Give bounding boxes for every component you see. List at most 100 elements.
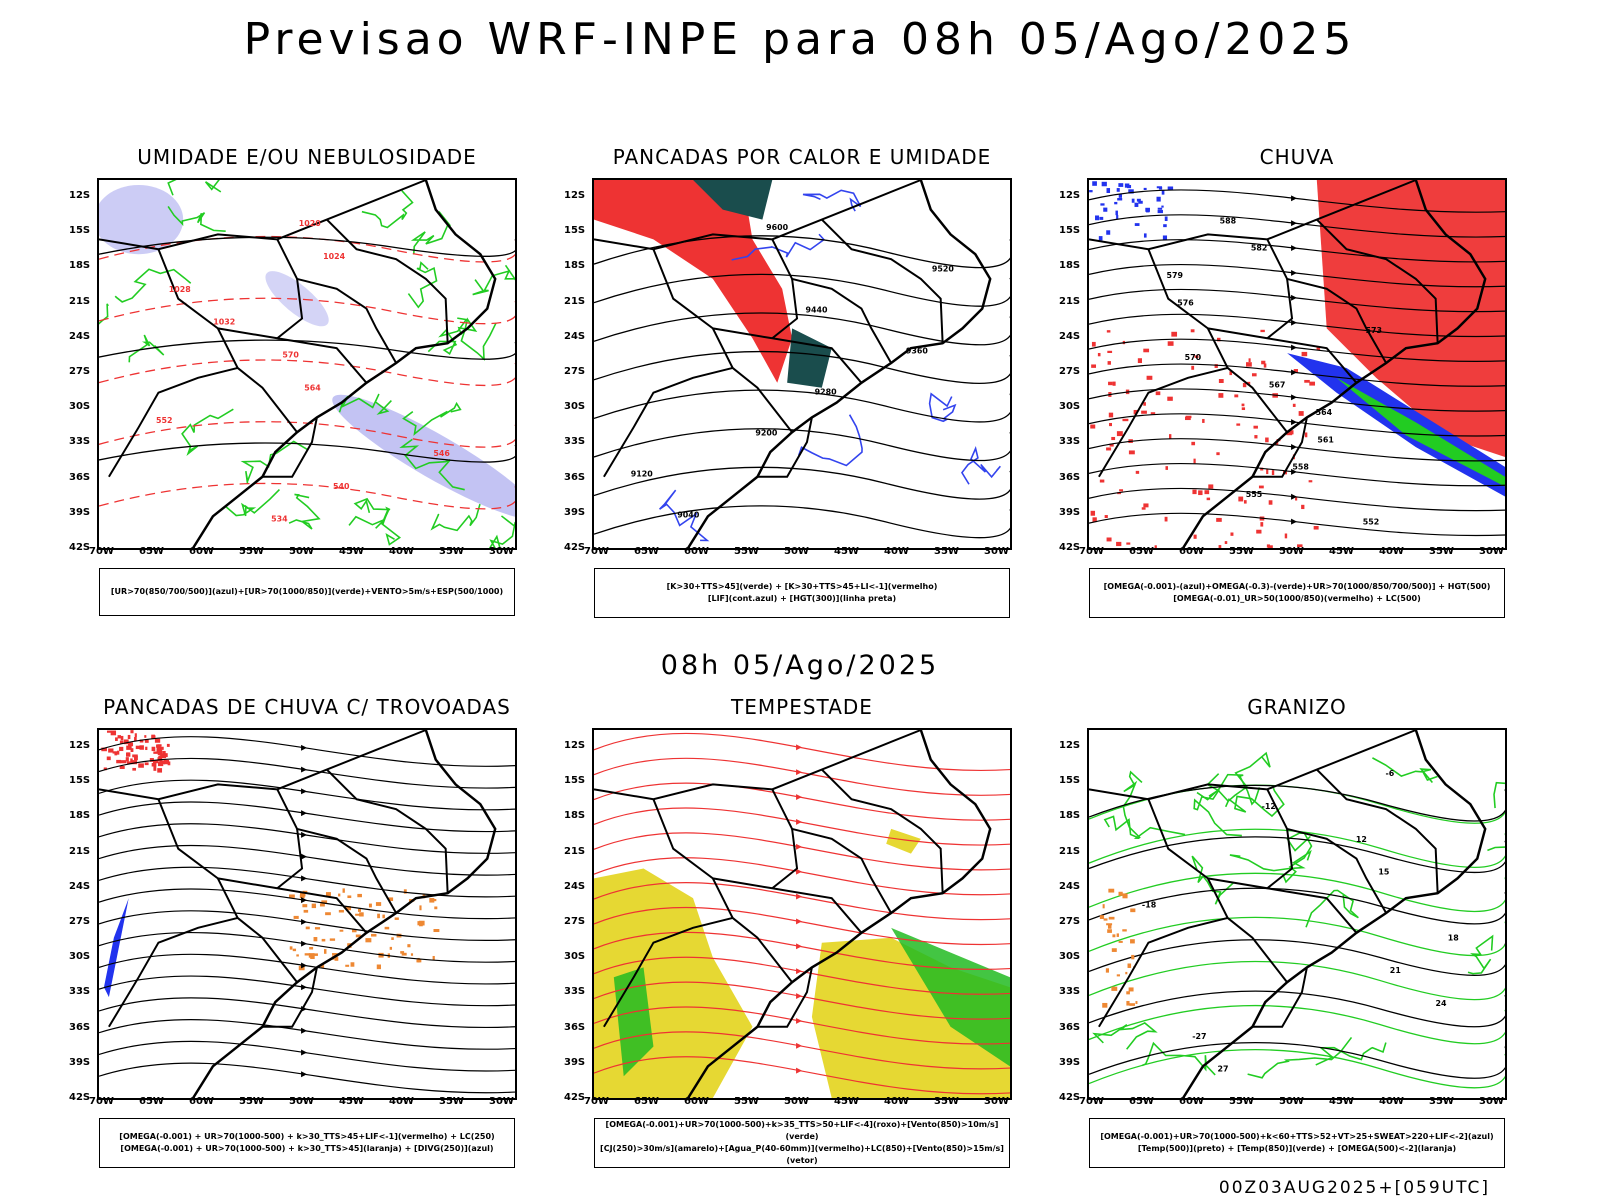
valid-time-title: 08h 05/Ago/2025 [660,650,940,681]
lat-tick-label: 21S [69,295,91,307]
lat-tick-label: 42S [69,1092,91,1103]
lat-tick-label: 36S [69,1021,91,1033]
contour-label: 1024 [323,252,346,261]
contour-label: 570 [282,350,299,359]
legend-box: [K>30+TTS>45](verde) + [K>30+TTS>45+LI<-… [594,568,1010,618]
lon-tick-label: 35W [934,1096,959,1107]
lat-tick-label: 39S [564,506,586,518]
lon-tick-label: 45W [339,546,364,557]
contour-label: 9600 [766,223,789,232]
contour-label: 9360 [906,346,929,355]
lon-tick-label: 55W [239,1096,264,1107]
lat-tick-label: 24S [1059,330,1081,342]
lon-tick-label: 65W [634,546,659,557]
lon-tick-label: 30W [489,1096,514,1107]
contour-label: 15 [1378,868,1389,877]
contour-label: 21 [1390,966,1401,975]
legend-line: [K>30+TTS>45](verde) + [K>30+TTS>45+LI<-… [666,582,938,591]
map-canvas: -6 -12 12 15 -18 18 21 24 -27 27 [1089,730,1505,1098]
lat-tick-label: 39S [69,506,91,518]
contour-label: 1020 [299,219,322,228]
lat-tick-label: 33S [1059,436,1081,448]
contour-label: 552 [1363,517,1380,526]
contour-label: 9040 [677,511,700,520]
lat-tick-label: 12S [564,190,586,201]
contour-label: 12 [1356,835,1367,844]
contour-label: 570 [1185,353,1202,362]
lat-tick-label: 12S [564,740,586,751]
lat-tick-label: 39S [69,1056,91,1068]
lat-tick-label: 15S [1059,225,1081,237]
lat-tick-label: 33S [1059,986,1081,998]
panel-title: PANCADAS DE CHUVA C/ TROVOADAS [103,695,511,719]
lat-tick-label: 27S [564,366,586,377]
lon-tick-label: 35W [934,546,959,557]
lat-tick-label: 24S [69,330,91,342]
contour-label: 540 [333,482,350,491]
lon-tick-label: 60W [1179,1096,1204,1107]
lon-tick-label: 60W [1179,546,1204,557]
legend-box: [OMEGA(-0.001)-(azul)+OMEGA(-0.3)-(verde… [1089,568,1505,618]
contour-label: 1028 [169,285,192,294]
map-panel: 9600 9520 9440 9360 9280 9200 9120 9040 [592,178,1012,550]
lon-tick-label: 45W [1329,546,1354,557]
contour-label: -27 [1192,1032,1206,1041]
contour-label: 546 [433,449,450,458]
lon-tick-label: 50W [784,546,809,557]
lon-tick-label: 30W [489,546,514,557]
lat-tick-label: 42S [69,542,91,553]
lat-tick-label: 39S [1059,506,1081,518]
contour-label: -12 [1262,802,1276,811]
map-canvas: 9600 9520 9440 9360 9280 9200 9120 9040 [594,180,1010,548]
lat-tick-label: 18S [1059,260,1081,272]
lat-tick-label: 39S [1059,1056,1081,1068]
contour-label: 534 [271,515,288,524]
map-panel: 1020 1024 1028 1032 570 564 552 546 540 534 [97,178,517,550]
lat-tick-label: 30S [1059,951,1081,963]
lon-tick-label: 45W [1329,1096,1354,1107]
legend-line: [OMEGA(-0.001)-(azul)+OMEGA(-0.3)-(verde… [1103,582,1491,591]
lon-tick-label: 35W [439,546,464,557]
legend-box: [OMEGA(-0.001)+UR>70(1000-500)+k<60+TTS>… [1089,1118,1505,1168]
lon-tick-label: 55W [734,1096,759,1107]
lat-tick-label: 33S [69,986,91,998]
lon-tick-label: 70W [584,546,609,557]
lat-tick-label: 30S [564,951,586,963]
contour-label: -18 [1142,900,1157,909]
legend-line: [OMEGA(-0.01)_UR>50(1000/850)(vermelho) … [1173,594,1421,603]
legend-line: [OMEGA(-0.001)+UR>70(1000-500)+k>35_TTS>… [605,1120,999,1141]
lon-tick-label: 65W [1129,546,1154,557]
lon-tick-label: 40W [884,546,909,557]
legend-line: [UR>70(850/700/500)](azul)+[UR>70(1000/8… [110,587,504,596]
legend-line: [LIF](cont.azul) + [HGT(300)](linha pret… [707,594,897,603]
lon-tick-label: 65W [634,1096,659,1107]
lat-tick-label: 33S [564,986,586,998]
lon-tick-label: 50W [1279,1096,1304,1107]
panel-title: PANCADAS POR CALOR E UMIDADE [612,145,992,169]
contour-label: 573 [1366,326,1383,335]
legend-line: [CJ(250)>30m/s](amarelo)+[Agua_P(40-60mm… [600,1144,1004,1165]
lon-tick-label: 50W [784,1096,809,1107]
contour-label: -6 [1385,769,1394,778]
lat-tick-label: 27S [564,916,586,927]
lon-tick-label: 35W [1429,546,1454,557]
lat-tick-label: 33S [69,436,91,448]
contour-label: 576 [1177,298,1194,307]
contour-label: 582 [1251,244,1268,253]
lon-tick-label: 40W [1379,1096,1404,1107]
legend-line: [OMEGA(-0.001) + UR>70(1000-500) + k>30_… [119,1132,495,1141]
lon-tick-label: 70W [89,1096,114,1107]
panel-title: GRANIZO [1247,695,1347,719]
contour-label: 555 [1246,490,1263,499]
lat-tick-label: 24S [1059,880,1081,892]
contour-label: 9280 [815,387,838,396]
lat-tick-label: 30S [69,401,91,413]
lat-tick-label: 18S [564,260,586,272]
lon-tick-label: 40W [884,1096,909,1107]
lat-tick-label: 12S [69,190,91,201]
lon-tick-label: 45W [834,546,859,557]
lat-tick-label: 27S [69,916,91,927]
lon-tick-label: 70W [1079,546,1104,557]
map-canvas: 1020 1024 1028 1032 570 564 552 546 540 534 [99,180,515,548]
lat-tick-label: 36S [1059,1021,1081,1033]
